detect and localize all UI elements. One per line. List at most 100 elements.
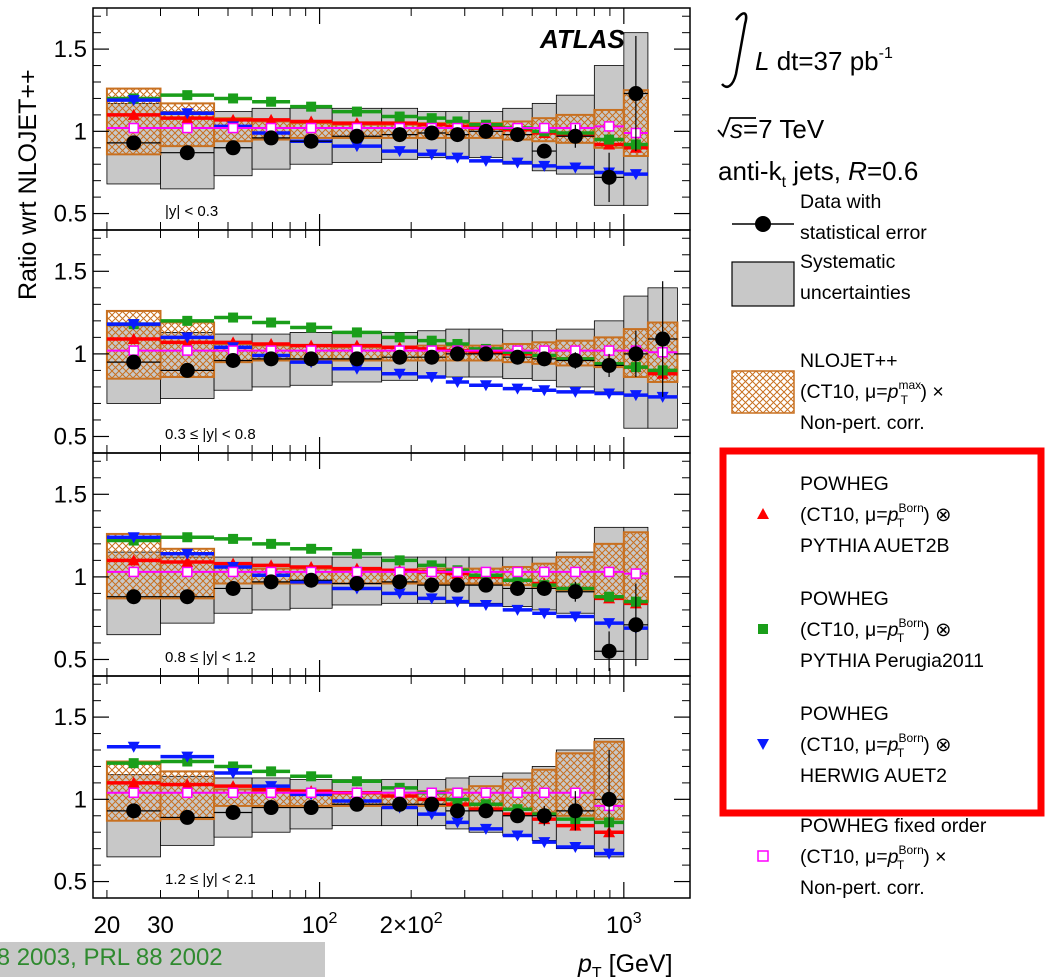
auet2b-marker	[181, 778, 194, 790]
perugia-marker	[452, 116, 463, 127]
axes-layer: 0.5 1 1.5 |y| < 0.3 0.5 1 1.5 0.3 ≤ |y| < 0.8 0.…	[14, 7, 691, 977]
data-point	[478, 803, 494, 819]
data-point	[225, 580, 241, 596]
legend-line: POWHEG	[800, 588, 889, 610]
data-point	[601, 643, 617, 659]
panel-frame	[92, 675, 691, 899]
herwig-marker	[603, 618, 616, 630]
data-point	[424, 349, 440, 365]
data-point	[126, 803, 142, 819]
herwig-marker	[451, 817, 464, 829]
data-point	[478, 346, 494, 362]
fixed-marker	[305, 787, 317, 799]
data-point	[263, 800, 279, 816]
herwig-marker	[629, 169, 642, 181]
perugia-marker	[394, 555, 405, 566]
data-point	[392, 349, 408, 365]
legend-line: PYTHIA AUET2B	[800, 535, 950, 557]
fixed-marker	[227, 787, 239, 799]
perugia-marker	[426, 560, 437, 571]
herwig-marker	[569, 386, 582, 398]
fixed-marker	[452, 787, 463, 799]
perugia-marker	[306, 771, 317, 782]
data-point	[449, 577, 465, 593]
data-point	[126, 354, 142, 370]
legend-syst-swatch	[731, 261, 795, 307]
herwig-marker	[511, 157, 524, 169]
herwig-marker	[425, 372, 438, 384]
data-point	[263, 574, 279, 590]
legend-line: POWHEG fixed order	[800, 815, 987, 837]
herwig-marker	[181, 108, 194, 120]
legend-item-powheg_herwig: POWHEG (CT10, μ=pBorn T) ⊗ HERWIG AUET2	[757, 703, 951, 787]
legend-line: (CT10, μ=pBorn T) ⊗	[800, 731, 951, 760]
legend: L dt=37 pb-1 s=7 TeV anti-kt jets, R=0.6Da…	[717, 12, 1045, 899]
herwig-marker	[451, 376, 464, 388]
perugia-marker	[604, 591, 615, 602]
panel-1	[105, 32, 649, 206]
data-point	[126, 589, 142, 605]
panel-3	[105, 526, 649, 672]
perugia-marker	[512, 575, 523, 586]
perugia-marker	[394, 332, 405, 343]
y-tick-label: 1	[74, 786, 87, 813]
y-tick-label: 1.5	[54, 258, 87, 285]
fixed-marker	[603, 121, 615, 132]
legend-line: Data with	[800, 191, 881, 213]
y-tick-label: 0.5	[54, 646, 87, 673]
data-point	[179, 809, 195, 825]
integral-sign	[721, 12, 748, 88]
data-point	[510, 127, 526, 143]
x-tick-label: 102	[302, 910, 338, 939]
panel-2	[105, 281, 679, 429]
legend-item-powheg_auet2b: POWHEG (CT10, μ=pBorn T) ⊗ PYTHIA AUET2B	[757, 473, 951, 557]
data-point	[478, 577, 494, 593]
herwig-marker	[479, 380, 492, 392]
fixed-marker	[128, 787, 139, 799]
luminosity-text: L dt=37 pb-1	[755, 45, 893, 76]
legend-item-data: Data with statistical error	[732, 191, 927, 244]
data-point	[449, 803, 465, 819]
legend-line: (CT10, μ=pBorn T) ⊗	[800, 616, 951, 645]
data-point	[536, 808, 552, 824]
y-tick-label: 0.5	[54, 869, 87, 896]
data-point	[179, 589, 195, 605]
herwig-marker	[603, 388, 616, 400]
fixed-marker	[512, 566, 523, 578]
data-point	[628, 346, 644, 362]
herwig-marker	[425, 809, 438, 821]
herwig-marker	[425, 149, 438, 161]
legend-item-syst: Systematic uncertainties	[731, 251, 911, 307]
fixed-marker	[182, 122, 193, 134]
rapidity-label: 1.2 ≤ |y| < 2.1	[165, 871, 256, 888]
legend-line: Systematic	[800, 251, 896, 273]
fixed-marker	[603, 566, 615, 578]
rapidity-label: 0.8 ≤ |y| < 1.2	[165, 649, 256, 666]
legend-item-nlojet: NLOJET++ (CT10, μ=pmax T) × Non-pert. corr.	[731, 350, 944, 434]
herwig-marker	[393, 146, 406, 158]
data-point	[567, 803, 583, 819]
herwig-marker	[181, 751, 194, 763]
sqrt-sign	[717, 117, 756, 138]
data-point	[478, 123, 494, 139]
y-tick-label: 1.5	[54, 481, 87, 508]
herwig-marker	[127, 741, 140, 753]
data-point	[536, 351, 552, 367]
legend-data-marker	[755, 216, 771, 232]
data-point	[628, 86, 644, 102]
legend-item-powheg_perugia: POWHEG (CT10, μ=pBorn T) ⊗ PYTHIA Perugia20…	[758, 588, 984, 672]
data-point	[225, 140, 241, 156]
data-point	[349, 351, 365, 367]
y-tick-label: 1	[74, 118, 87, 145]
fixed-marker	[480, 787, 492, 799]
x-tick-label: 2×102	[380, 910, 443, 939]
data-point	[510, 808, 526, 824]
herwig-marker	[127, 319, 140, 331]
herwig-marker	[569, 162, 582, 174]
auet2b-marker	[265, 113, 278, 125]
fixed-marker	[182, 345, 193, 356]
herwig-marker	[538, 385, 551, 397]
data-point	[424, 577, 440, 593]
perugia-marker	[128, 758, 139, 769]
footer-text: 068 2003, PRL 88 2002	[0, 944, 223, 971]
